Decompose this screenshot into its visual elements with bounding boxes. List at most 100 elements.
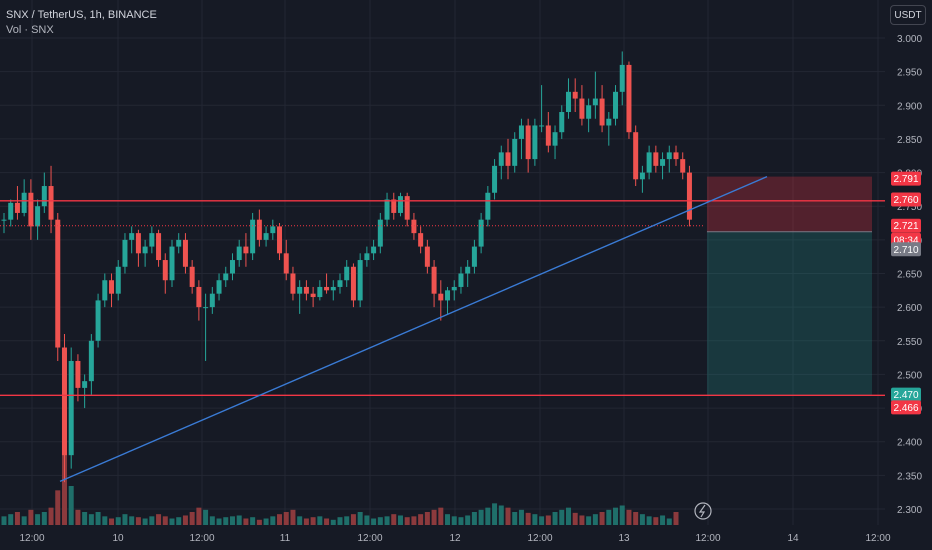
volume-bar — [95, 512, 101, 525]
volume-bar — [673, 512, 679, 525]
volume-bar — [115, 517, 121, 525]
volume-bar — [639, 514, 645, 525]
price-tag-label: 2.791 — [893, 174, 918, 185]
candle-body — [438, 293, 444, 301]
price-tag-box — [891, 192, 921, 207]
candle-body — [169, 246, 175, 281]
volume-bar — [505, 507, 511, 525]
y-tick-label: 3.000 — [897, 34, 922, 45]
volume-bar — [525, 512, 531, 525]
candle-body — [344, 266, 350, 281]
volume-bar — [41, 512, 47, 525]
volume-bar — [122, 514, 128, 525]
volume-bar — [317, 516, 323, 525]
volume-bar — [216, 518, 222, 525]
candle-body — [122, 239, 128, 267]
trendline-segment — [59, 175, 768, 483]
candle-body — [532, 125, 538, 160]
price-axis[interactable]: 3.0002.9502.9002.8502.8002.7502.7002.650… — [897, 34, 922, 516]
volume-bar — [451, 516, 457, 525]
candle-body — [539, 125, 545, 127]
y-tick-label: 2.600 — [897, 303, 922, 314]
volume-bar — [599, 512, 605, 525]
candle-body — [297, 286, 303, 294]
trendline[interactable] — [59, 175, 768, 483]
candle-body — [357, 260, 363, 301]
candle-body — [61, 347, 67, 456]
candle-body — [223, 273, 229, 281]
candle-body — [606, 118, 612, 126]
horizontal-levels[interactable] — [0, 200, 885, 396]
y-tick-label: 2.550 — [897, 337, 922, 348]
volume-bar — [196, 507, 202, 525]
volume-bar — [626, 509, 632, 525]
volume-label[interactable]: Vol · SNX — [6, 24, 54, 36]
x-tick-label: 12:00 — [189, 533, 214, 544]
price-tag-label: 2.710 — [893, 245, 918, 256]
volume-bar — [256, 519, 262, 525]
candle-body — [48, 186, 54, 220]
candle-body — [371, 246, 377, 254]
candle-body — [471, 246, 477, 267]
price-tag-box — [891, 387, 921, 402]
candle-body — [277, 226, 283, 254]
candle-body — [129, 233, 135, 240]
price-tags: 2.791 2.760 2.721 08:342.710 2.470 2.466 — [891, 171, 921, 415]
volume-bar — [371, 518, 377, 525]
candle-body — [512, 138, 518, 166]
volume-bar — [303, 518, 309, 525]
volume-bar — [75, 509, 81, 525]
candle-body — [552, 132, 558, 146]
volume-bar — [21, 516, 27, 525]
x-tick-label: 13 — [618, 533, 630, 544]
stop-loss-zone — [706, 176, 872, 232]
volume-bar — [411, 516, 417, 525]
candle-body — [189, 266, 195, 287]
volume-bar — [492, 503, 498, 525]
candle-body — [135, 233, 141, 254]
candle-body — [8, 202, 14, 220]
volume-bar — [324, 518, 330, 525]
chart-legend: SNX / TetherUS, 1h, BINANCE Vol · SNX — [6, 9, 157, 36]
candle-body — [686, 172, 692, 220]
candle-body — [88, 340, 94, 382]
volume-bar — [350, 514, 356, 525]
candle-body — [619, 64, 625, 92]
volume-bar — [310, 517, 316, 525]
candle-body — [283, 253, 289, 274]
x-tick-label: 12:00 — [19, 533, 44, 544]
candle-body — [330, 286, 336, 291]
volume-bar — [277, 514, 283, 525]
volume-bar — [35, 514, 41, 525]
volume-bar — [182, 515, 188, 525]
time-axis[interactable]: 12:00 10 12:00 11 12:00 12 12:00 13 12:00 14 12:00 — [19, 533, 890, 544]
candle-body — [498, 152, 504, 166]
y-tick-label: 2.950 — [897, 68, 922, 79]
volume-bar — [229, 516, 235, 525]
candle-body — [451, 286, 457, 291]
volume-bar — [109, 518, 115, 525]
volume-bar — [1, 516, 7, 525]
candle-body — [270, 226, 276, 234]
candle-body — [102, 280, 108, 301]
currency-button[interactable]: USDT — [890, 5, 926, 25]
volume-bar — [55, 490, 61, 525]
candle-body — [646, 152, 652, 173]
symbol-title[interactable]: SNX / TetherUS, 1h, BINANCE — [6, 9, 157, 21]
volume-bar — [653, 517, 659, 525]
volume-bar — [14, 512, 20, 525]
volume-bar — [283, 512, 289, 525]
volume-bar — [646, 516, 652, 525]
volume-bar — [209, 516, 215, 525]
price-tag-label: 2.760 — [893, 195, 918, 206]
candle-body — [256, 219, 262, 240]
candle-body — [579, 98, 585, 119]
x-tick-label: 12:00 — [695, 533, 720, 544]
replay-icon[interactable] — [694, 502, 712, 520]
candle-body — [176, 239, 182, 247]
candle-body — [478, 219, 484, 247]
candle-body — [149, 233, 155, 247]
candle-body — [673, 152, 679, 160]
candle-body — [317, 286, 323, 298]
